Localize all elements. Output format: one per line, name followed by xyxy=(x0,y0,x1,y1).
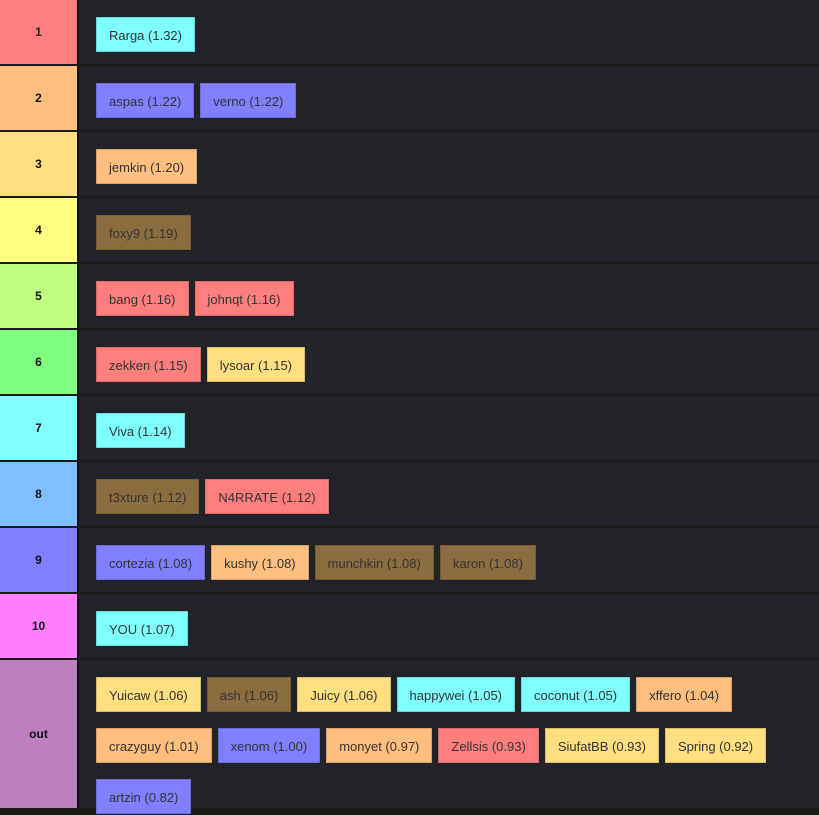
tier-items[interactable]: foxy9 (1.19) xyxy=(79,198,819,262)
tier-row: 9 cortezia (1.08) kushy (1.08) munchkin (1.… xyxy=(0,528,819,592)
player-chip[interactable]: xffero (1.04) xyxy=(636,677,732,712)
player-chip[interactable]: aspas (1.22) xyxy=(96,83,195,118)
player-chip[interactable]: SiufatBB (0.93) xyxy=(544,728,659,763)
tier-row: 8 t3xture (1.12) N4RRATE (1.12) xyxy=(0,462,819,526)
tier-items[interactable]: aspas (1.22) verno (1.22) xyxy=(79,66,819,130)
tier-items[interactable]: YOU (1.07) xyxy=(79,594,819,658)
player-chip[interactable]: Spring (0.92) xyxy=(664,728,767,763)
player-chip[interactable]: cortezia (1.08) xyxy=(96,545,206,580)
player-chip[interactable]: xenom (1.00) xyxy=(217,728,321,763)
tier-row: 1 Rarga (1.32) xyxy=(0,0,819,64)
player-chip[interactable]: coconut (1.05) xyxy=(521,677,631,712)
tier-row: 6 zekken (1.15) lysoar (1.15) xyxy=(0,330,819,394)
tier-label[interactable]: 1 xyxy=(0,0,79,64)
player-chip[interactable]: Viva (1.14) xyxy=(96,413,185,448)
tier-label[interactable]: 4 xyxy=(0,198,79,262)
tier-row: 5 bang (1.16) johnqt (1.16) xyxy=(0,264,819,328)
player-chip[interactable]: t3xture (1.12) xyxy=(96,479,200,514)
player-chip[interactable]: YOU (1.07) xyxy=(96,611,188,646)
tier-row: 3 jemkin (1.20) xyxy=(0,132,819,196)
player-chip[interactable]: happywei (1.05) xyxy=(396,677,516,712)
player-chip[interactable]: Yuicaw (1.06) xyxy=(96,677,201,712)
tier-label[interactable]: 2 xyxy=(0,66,79,130)
tier-label[interactable]: 5 xyxy=(0,264,79,328)
player-chip[interactable]: bang (1.16) xyxy=(96,281,189,316)
player-chip[interactable]: jemkin (1.20) xyxy=(96,149,198,184)
tier-items[interactable]: t3xture (1.12) N4RRATE (1.12) xyxy=(79,462,819,526)
player-chip[interactable]: ash (1.06) xyxy=(206,677,292,712)
tier-label[interactable]: 10 xyxy=(0,594,79,658)
player-chip[interactable]: karon (1.08) xyxy=(439,545,536,580)
tier-label[interactable]: 8 xyxy=(0,462,79,526)
tier-row: 10 YOU (1.07) xyxy=(0,594,819,658)
player-chip[interactable]: zekken (1.15) xyxy=(96,347,201,382)
player-chip[interactable]: N4RRATE (1.12) xyxy=(205,479,329,514)
tier-items[interactable]: Viva (1.14) xyxy=(79,396,819,460)
tier-items[interactable]: Yuicaw (1.06) ash (1.06) Juicy (1.06) happy… xyxy=(79,660,819,814)
tier-items[interactable]: jemkin (1.20) xyxy=(79,132,819,196)
tier-items[interactable]: bang (1.16) johnqt (1.16) xyxy=(79,264,819,328)
player-chip[interactable]: lysoar (1.15) xyxy=(206,347,306,382)
tier-row: 2 aspas (1.22) verno (1.22) xyxy=(0,66,819,130)
player-chip[interactable]: foxy9 (1.19) xyxy=(96,215,191,250)
tier-label[interactable]: 7 xyxy=(0,396,79,460)
player-chip[interactable]: munchkin (1.08) xyxy=(314,545,434,580)
tier-row: 4 foxy9 (1.19) xyxy=(0,198,819,262)
player-chip[interactable]: Juicy (1.06) xyxy=(297,677,391,712)
player-chip[interactable]: Zellsis (0.93) xyxy=(438,728,539,763)
tier-row: out Yuicaw (1.06) ash (1.06) Juicy (1.06) ha… xyxy=(0,660,819,814)
tier-items[interactable]: zekken (1.15) lysoar (1.15) xyxy=(79,330,819,394)
tier-items[interactable]: cortezia (1.08) kushy (1.08) munchkin (1.0… xyxy=(79,528,819,592)
player-chip[interactable]: kushy (1.08) xyxy=(211,545,309,580)
player-chip[interactable]: verno (1.22) xyxy=(200,83,297,118)
tier-label[interactable]: out xyxy=(0,660,79,808)
tier-label[interactable]: 6 xyxy=(0,330,79,394)
player-chip[interactable]: artzin (0.82) xyxy=(96,779,192,814)
tier-items[interactable]: Rarga (1.32) xyxy=(79,0,819,64)
player-chip[interactable]: Rarga (1.32) xyxy=(96,17,195,52)
player-chip[interactable]: johnqt (1.16) xyxy=(194,281,294,316)
tier-label[interactable]: 9 xyxy=(0,528,79,592)
player-chip[interactable]: monyet (0.97) xyxy=(326,728,433,763)
tier-label[interactable]: 3 xyxy=(0,132,79,196)
tier-row: 7 Viva (1.14) xyxy=(0,396,819,460)
player-chip[interactable]: crazyguy (1.01) xyxy=(96,728,212,763)
